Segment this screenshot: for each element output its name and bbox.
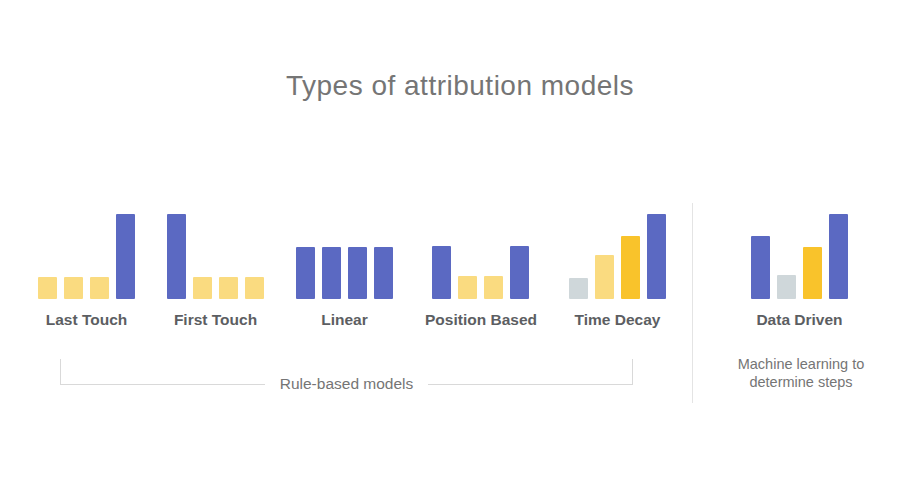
bracket-line-right xyxy=(428,384,633,385)
data-driven-model-container: Data Driven xyxy=(751,214,848,329)
yellow-bar xyxy=(458,276,477,299)
yellow-bar xyxy=(90,277,109,299)
blue-bar xyxy=(116,214,135,299)
model-time-decay-bars xyxy=(569,214,666,299)
gold-bar xyxy=(621,236,640,299)
bracket-left-tick xyxy=(60,359,61,385)
model-last-touch-bars xyxy=(38,214,135,299)
blue-bar xyxy=(647,214,666,299)
model-first-touch: First Touch xyxy=(167,214,264,329)
rule-based-models-row: Last Touch First Touch Linear Position Base… xyxy=(38,214,666,329)
attribution-models-diagram: Types of attribution models Last Touch Fi… xyxy=(0,0,920,503)
data-driven-note: Machine learning to determine steps xyxy=(701,356,901,391)
model-position-based-label: Position Based xyxy=(425,311,537,329)
yellow-bar xyxy=(595,255,614,299)
rule-based-models-label: Rule-based models xyxy=(265,375,429,393)
section-divider xyxy=(692,203,693,403)
yellow-bar xyxy=(219,277,238,299)
model-data-driven-label: Data Driven xyxy=(756,311,842,329)
blue-bar xyxy=(751,236,770,299)
blue-bar xyxy=(296,247,315,299)
gold-bar xyxy=(803,247,822,299)
blue-bar xyxy=(432,246,451,299)
model-time-decay: Time Decay xyxy=(569,214,666,329)
model-linear-label: Linear xyxy=(321,311,368,329)
model-last-touch-label: Last Touch xyxy=(46,311,128,329)
blue-bar xyxy=(348,247,367,299)
blue-bar xyxy=(829,214,848,299)
model-position-based: Position Based xyxy=(425,214,537,329)
blue-bar xyxy=(167,214,186,299)
model-last-touch: Last Touch xyxy=(38,214,135,329)
model-linear: Linear xyxy=(296,214,393,329)
bracket-right-tick xyxy=(632,359,633,385)
model-data-driven-bars xyxy=(751,214,848,299)
yellow-bar xyxy=(484,276,503,299)
gray-bar xyxy=(569,278,588,299)
note-line-2: determine steps xyxy=(701,374,901,392)
yellow-bar xyxy=(193,277,212,299)
model-first-touch-label: First Touch xyxy=(174,311,257,329)
model-time-decay-label: Time Decay xyxy=(575,311,661,329)
page-title: Types of attribution models xyxy=(0,70,920,102)
model-first-touch-bars xyxy=(167,214,264,299)
blue-bar xyxy=(374,247,393,299)
blue-bar xyxy=(510,246,529,299)
yellow-bar xyxy=(64,277,83,299)
yellow-bar xyxy=(38,277,57,299)
blue-bar xyxy=(322,247,341,299)
bracket-line-left xyxy=(60,384,265,385)
yellow-bar xyxy=(245,277,264,299)
model-linear-bars xyxy=(296,214,393,299)
model-data-driven: Data Driven xyxy=(751,214,848,329)
gray-bar xyxy=(777,275,796,299)
rule-based-bracket: Rule-based models xyxy=(60,359,633,385)
model-position-based-bars xyxy=(432,214,529,299)
note-line-1: Machine learning to xyxy=(701,356,901,374)
